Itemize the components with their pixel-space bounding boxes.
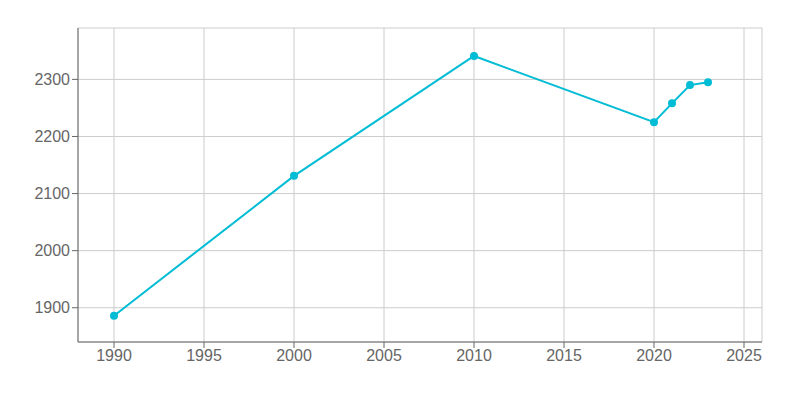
svg-text:2000: 2000 bbox=[276, 347, 312, 364]
svg-text:2100: 2100 bbox=[34, 185, 70, 202]
svg-text:2200: 2200 bbox=[34, 128, 70, 145]
svg-text:1900: 1900 bbox=[34, 299, 70, 316]
svg-text:2020: 2020 bbox=[636, 347, 672, 364]
svg-text:2025: 2025 bbox=[726, 347, 762, 364]
svg-text:1995: 1995 bbox=[186, 347, 222, 364]
svg-text:1990: 1990 bbox=[96, 347, 132, 364]
svg-text:2015: 2015 bbox=[546, 347, 582, 364]
svg-text:2005: 2005 bbox=[366, 347, 402, 364]
svg-text:2010: 2010 bbox=[456, 347, 492, 364]
svg-text:2000: 2000 bbox=[34, 242, 70, 259]
svg-text:2300: 2300 bbox=[34, 71, 70, 88]
